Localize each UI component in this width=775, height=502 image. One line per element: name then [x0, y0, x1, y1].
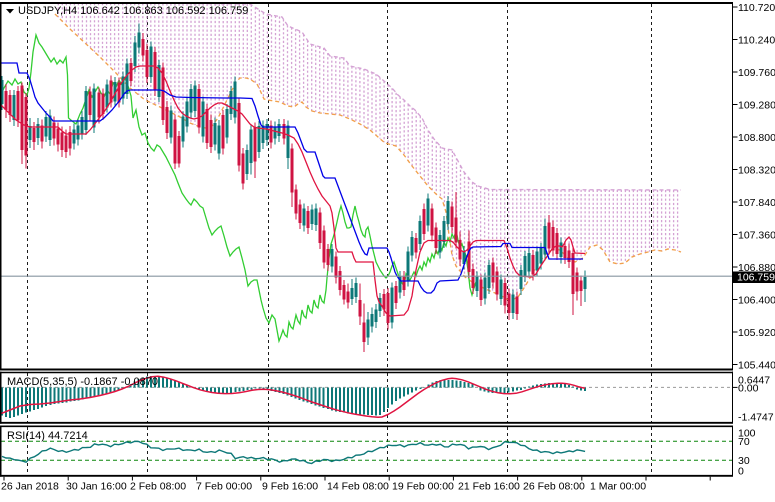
svg-text:0.00: 0.00 [738, 382, 759, 394]
svg-text:109.760: 109.760 [738, 67, 775, 79]
svg-text:105.440: 105.440 [738, 360, 775, 372]
svg-text:7 Feb 00:00: 7 Feb 00:00 [196, 481, 252, 493]
svg-text:100: 100 [738, 428, 756, 440]
svg-text:108.320: 108.320 [738, 165, 775, 177]
svg-text:30: 30 [738, 455, 750, 467]
svg-text:1 Mar 00:00: 1 Mar 00:00 [590, 481, 646, 493]
svg-text:RSI(14) 44.7214: RSI(14) 44.7214 [7, 430, 88, 442]
svg-text:MACD(5,35,5) -0.1867 -0.0870: MACD(5,35,5) -0.1867 -0.0870 [7, 376, 158, 388]
svg-text:108.800: 108.800 [738, 132, 775, 144]
svg-text:107.840: 107.840 [738, 197, 775, 209]
svg-text:106.880: 106.880 [738, 262, 775, 274]
svg-text:107.360: 107.360 [738, 230, 775, 242]
svg-text:109.280: 109.280 [738, 100, 775, 112]
svg-text:0.6447: 0.6447 [738, 375, 770, 387]
svg-text:-1.4747: -1.4747 [738, 411, 774, 423]
svg-text:19 Feb 00:00: 19 Feb 00:00 [392, 481, 454, 493]
svg-text:2 Feb 08:00: 2 Feb 08:00 [130, 481, 186, 493]
svg-text:26 Feb 08:00: 26 Feb 08:00 [523, 481, 585, 493]
svg-text:USDJPY,H4 106.642 106.863 106: USDJPY,H4 106.642 106.863 106.592 106.75… [18, 5, 248, 17]
svg-text:9 Feb 16:00: 9 Feb 16:00 [262, 481, 318, 493]
svg-text:30 Jan 16:00: 30 Jan 16:00 [66, 481, 127, 493]
svg-text:21 Feb 16:00: 21 Feb 16:00 [458, 481, 520, 493]
svg-text:14 Feb 08:00: 14 Feb 08:00 [327, 481, 389, 493]
svg-text:106.759: 106.759 [737, 272, 775, 284]
svg-text:110.240: 110.240 [738, 35, 775, 47]
svg-text:105.920: 105.920 [738, 327, 775, 339]
svg-text:70: 70 [738, 436, 750, 448]
svg-text:106.400: 106.400 [738, 295, 775, 307]
svg-text:110.720: 110.720 [738, 2, 775, 14]
svg-text:0: 0 [738, 466, 744, 478]
svg-text:26 Jan 2018: 26 Jan 2018 [1, 481, 59, 493]
